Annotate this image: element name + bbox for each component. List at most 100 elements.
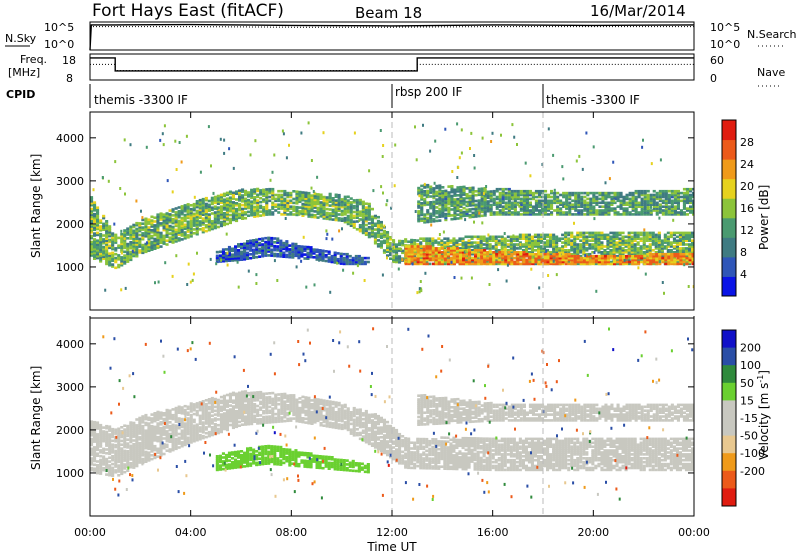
power-cell: [672, 256, 676, 260]
power-cell: [600, 235, 604, 239]
power-cell: [486, 190, 490, 194]
power-cell: [227, 259, 231, 262]
power-cell: [483, 260, 487, 264]
power-cell: [289, 195, 293, 199]
power-cell: [159, 216, 163, 219]
velocity-cell: [93, 446, 97, 449]
power-cell: [147, 245, 151, 249]
power-cell: [501, 193, 505, 197]
power-cell: [492, 251, 496, 254]
power-cell: [607, 211, 611, 214]
velocity-cell: [90, 422, 94, 425]
power-cell: [576, 258, 580, 262]
power-cell: [289, 205, 293, 208]
power-noise: [567, 204, 570, 208]
power-cell: [645, 231, 649, 235]
power-cell: [592, 205, 596, 208]
power-cell: [432, 220, 436, 223]
power-cell: [425, 258, 429, 262]
power-cell: [597, 247, 601, 250]
power-cell: [417, 200, 421, 203]
power-cell: [643, 207, 647, 210]
power-cell: [564, 233, 568, 237]
power-cell: [497, 241, 501, 244]
power-cell: [357, 254, 361, 258]
power-cell: [450, 198, 454, 202]
power-cell: [386, 246, 390, 250]
power-cell: [471, 192, 475, 195]
power-cell: [138, 229, 142, 233]
power-cell: [222, 198, 226, 201]
power-cell: [243, 248, 247, 251]
velocity-cell: [96, 423, 100, 426]
power-cell: [395, 254, 399, 258]
power-cell: [556, 205, 560, 208]
power-cell: [373, 224, 377, 227]
power-cell: [99, 225, 103, 228]
power-cell: [407, 245, 411, 248]
power-cell: [446, 256, 450, 260]
power-cell: [501, 213, 505, 216]
power-cell: [630, 237, 634, 240]
power-cell: [289, 193, 293, 197]
power-noise: [561, 165, 564, 169]
power-cell: [235, 215, 239, 219]
power-noise: [269, 178, 272, 182]
power-cell: [588, 260, 592, 264]
power-cell: [458, 237, 462, 240]
power-cell: [93, 203, 97, 206]
power-noise: [338, 229, 341, 233]
power-cell: [684, 260, 688, 264]
power-cell: [410, 245, 414, 248]
power-noise: [553, 188, 556, 192]
power-cell: [216, 219, 220, 223]
power-cell: [301, 206, 305, 210]
power-cell: [661, 260, 665, 264]
power-cell: [689, 193, 693, 197]
power-cell: [150, 229, 154, 232]
power-cell: [483, 202, 487, 206]
power-noise: [541, 163, 544, 166]
power-cell: [645, 237, 649, 240]
nsearch-line: [90, 26, 694, 28]
power-cell: [435, 184, 439, 188]
power-cell: [376, 223, 380, 227]
power-cell: [492, 213, 496, 216]
power-cell: [444, 216, 448, 220]
power-cell: [228, 202, 232, 205]
power-cell: [279, 239, 283, 243]
power-cell: [102, 245, 106, 249]
power-noise: [433, 181, 436, 185]
power-cell: [361, 227, 365, 231]
power-cell: [543, 249, 547, 252]
power-noise: [232, 166, 235, 170]
power-cell: [174, 234, 178, 237]
power-cell: [225, 209, 229, 212]
power-cell: [105, 243, 109, 246]
power-cell: [228, 190, 232, 194]
power-cell: [518, 241, 522, 244]
power-cell: [670, 207, 674, 210]
power-cell: [117, 258, 121, 261]
power-cell: [222, 206, 226, 209]
power-cell: [630, 231, 634, 235]
velocity-cell: [105, 465, 109, 469]
power-cell: [685, 201, 689, 205]
power-cell: [615, 237, 619, 240]
power-cell: [658, 193, 662, 197]
power-cell: [661, 193, 665, 197]
power-cell: [435, 200, 439, 203]
power-cell: [336, 252, 340, 255]
power-cell: [177, 239, 181, 242]
power-cell: [533, 235, 537, 239]
power-cell: [519, 207, 523, 210]
velocity-cell: [93, 436, 97, 439]
power-cell: [458, 251, 462, 254]
power-cell: [654, 239, 658, 242]
power-cell: [458, 252, 462, 256]
power-cell: [524, 235, 528, 239]
power-cell: [123, 233, 127, 236]
power-cell: [579, 254, 583, 258]
power-cell: [616, 260, 620, 264]
power-cell: [670, 209, 674, 212]
